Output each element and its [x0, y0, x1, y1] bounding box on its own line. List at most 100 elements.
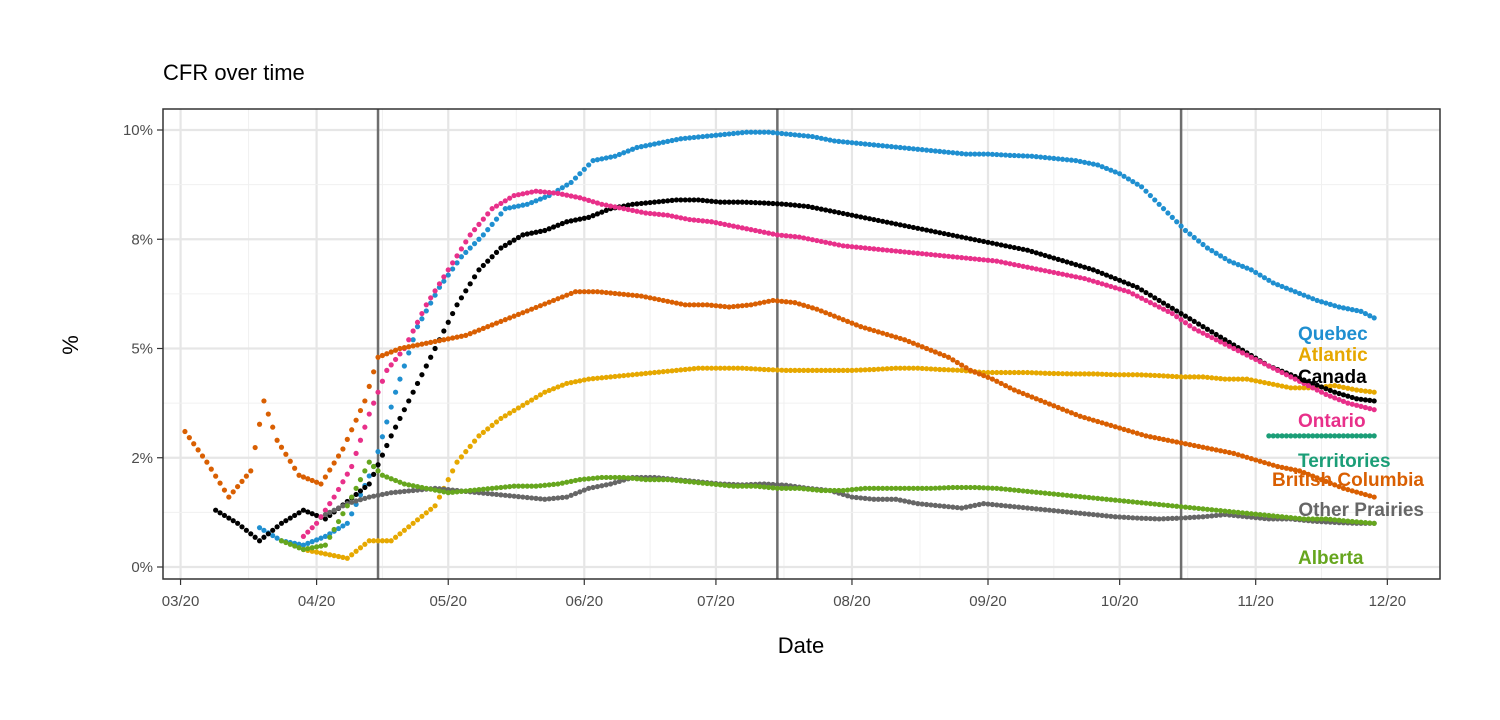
- data-point: [1117, 514, 1123, 520]
- data-point: [840, 367, 846, 373]
- data-point: [432, 503, 438, 509]
- data-point: [1283, 465, 1290, 471]
- data-point: [515, 234, 522, 241]
- data-point: [836, 209, 842, 216]
- data-point: [362, 398, 368, 404]
- data-point: [695, 217, 701, 224]
- data-point: [590, 475, 596, 481]
- data-point: [410, 483, 416, 489]
- data-point: [1156, 297, 1162, 304]
- data-point: [1055, 270, 1061, 276]
- data-point: [1222, 508, 1228, 514]
- data-point: [397, 531, 403, 537]
- data-point: [1051, 269, 1057, 276]
- data-point: [1073, 371, 1079, 377]
- data-point: [616, 291, 622, 297]
- series-label-other-prairies: Other Prairies: [1298, 500, 1424, 521]
- data-point: [1244, 454, 1250, 460]
- data-point: [669, 137, 675, 144]
- data-point: [493, 485, 500, 491]
- data-point: [1152, 501, 1158, 507]
- data-point: [853, 322, 859, 328]
- series-points: [182, 129, 1377, 561]
- data-point: [700, 302, 706, 308]
- data-point: [1055, 404, 1061, 411]
- data-point: [665, 138, 671, 144]
- data-point: [665, 198, 671, 204]
- data-point: [994, 502, 1000, 508]
- data-point: [1239, 350, 1246, 356]
- data-point: [1099, 164, 1105, 170]
- data-point: [1200, 374, 1206, 380]
- data-point: [1112, 285, 1118, 291]
- data-point: [748, 199, 754, 206]
- series-label-territories: Territories: [1298, 451, 1391, 472]
- data-point: [660, 139, 666, 145]
- data-point: [524, 231, 530, 237]
- data-point: [559, 382, 565, 388]
- data-point: [366, 459, 372, 465]
- data-point: [937, 366, 943, 373]
- y-axis-title: %: [58, 335, 83, 355]
- data-point: [923, 366, 930, 372]
- data-point: [897, 365, 903, 371]
- data-point: [1362, 433, 1368, 439]
- data-point: [1354, 396, 1360, 402]
- data-point: [941, 503, 947, 509]
- data-point: [608, 481, 614, 487]
- data-point: [660, 297, 666, 304]
- data-point: [1301, 385, 1307, 391]
- data-point: [265, 411, 271, 417]
- data-point: [1147, 501, 1153, 507]
- data-point: [1064, 509, 1070, 515]
- data-point: [1310, 296, 1316, 302]
- data-point: [708, 365, 715, 371]
- data-point: [586, 197, 592, 203]
- data-point: [1169, 515, 1175, 522]
- data-point: [322, 511, 328, 518]
- data-point: [586, 214, 592, 220]
- data-point: [388, 490, 394, 496]
- data-point: [805, 236, 811, 242]
- data-point: [1354, 489, 1360, 495]
- data-point: [1160, 306, 1167, 312]
- data-point: [1191, 505, 1197, 511]
- data-point: [888, 365, 895, 372]
- data-point: [1156, 304, 1162, 310]
- data-point: [498, 492, 504, 498]
- data-point: [994, 151, 1000, 158]
- y-tick-label: 10%: [123, 122, 153, 139]
- data-point: [827, 311, 833, 318]
- data-point: [963, 504, 969, 510]
- data-point: [1217, 253, 1224, 259]
- data-point: [985, 369, 991, 376]
- data-point: [524, 190, 530, 196]
- data-point: [1178, 504, 1184, 510]
- data-point: [485, 211, 491, 217]
- data-point: [313, 549, 320, 555]
- data-point: [809, 367, 816, 373]
- data-point: [1336, 304, 1342, 310]
- data-point: [897, 335, 903, 342]
- data-point: [1086, 265, 1092, 272]
- data-point: [1288, 374, 1294, 380]
- data-point: [274, 535, 280, 541]
- data-point: [1248, 377, 1254, 383]
- data-point: [941, 253, 947, 259]
- data-point: [779, 130, 785, 137]
- data-point: [959, 151, 965, 157]
- data-point: [744, 129, 750, 135]
- data-point: [1367, 520, 1373, 526]
- data-point: [441, 328, 447, 334]
- data-point: [937, 485, 943, 491]
- data-point: [941, 367, 947, 373]
- data-point: [967, 367, 974, 373]
- data-point: [529, 495, 535, 501]
- data-point: [1064, 408, 1070, 414]
- data-point: [564, 494, 570, 500]
- data-point: [1130, 178, 1136, 185]
- data-point: [1209, 513, 1215, 519]
- data-point: [1196, 514, 1202, 520]
- data-point: [1147, 292, 1153, 298]
- data-point: [1134, 293, 1140, 299]
